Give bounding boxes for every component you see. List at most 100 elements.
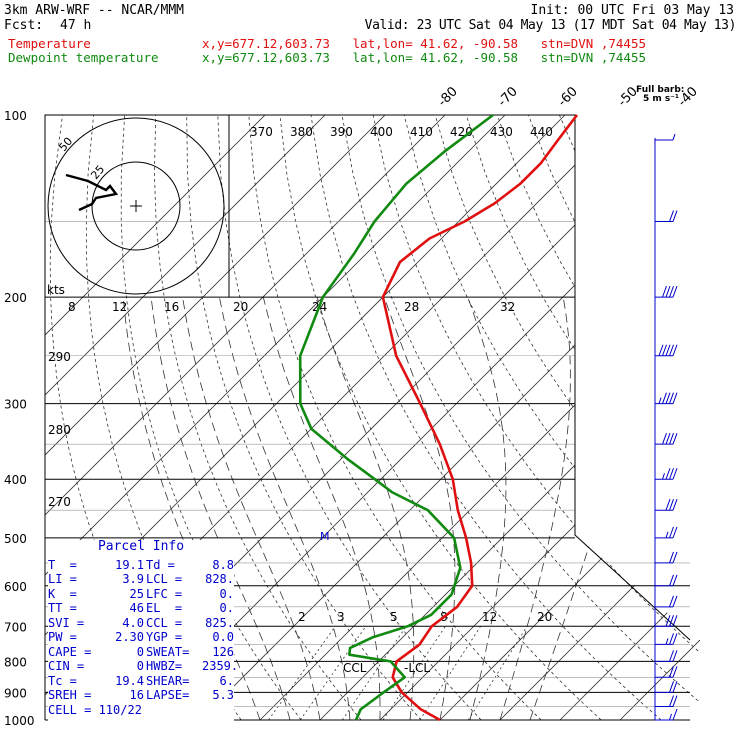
parcel-label: SVI = <box>48 615 85 630</box>
theta-label: 410 <box>410 125 433 139</box>
moist-adiabat-line <box>499 297 571 720</box>
parcel-label: SREH = <box>48 688 92 702</box>
dry-adiabat-line <box>279 115 602 720</box>
forecast-hour: 47 h <box>60 18 92 33</box>
hodograph-ring-inner <box>91 161 181 251</box>
mixing-ratio-line <box>268 626 336 720</box>
parcel-row: T = 19.1 Td = 8.8 <box>48 558 234 573</box>
parcel-value: 19.4 <box>115 673 144 688</box>
annotation-ccl: CCL <box>343 661 367 675</box>
isotherm-line <box>379 115 700 720</box>
parcel-value: 4.0 <box>122 615 144 630</box>
parcel-value: 3.9 <box>122 572 144 586</box>
wind-barb <box>655 468 678 480</box>
dry-adiabat-line <box>652 115 700 720</box>
theta-label: 400 <box>370 125 393 139</box>
moist-adiabat-line <box>219 297 351 720</box>
parcel-label: LFC = <box>146 586 183 601</box>
theta-label: 390 <box>330 125 353 139</box>
parcel-value: 46 <box>129 601 144 615</box>
parcel-row: SVI = 4.0 CCL = 825. <box>48 616 234 631</box>
parcel-value: 0.0 <box>212 630 234 644</box>
mixing-ratio-label: 5 <box>390 610 398 624</box>
mixing-ratio-line <box>299 626 367 720</box>
barb-note-line1: Full barb: <box>636 85 685 95</box>
parcel-label: SWEAT= <box>146 644 190 659</box>
wind-barb <box>655 285 678 298</box>
wind-barb <box>655 615 678 627</box>
wind-barb <box>655 695 678 708</box>
parcel-cell: CELL = 110/22 <box>48 702 142 717</box>
chart-frame <box>44 114 691 720</box>
pressure-label: 700 <box>4 620 27 634</box>
parcel-value: 2.30 <box>115 630 144 644</box>
wind-barb <box>655 681 678 693</box>
dewpoint-location: x,y=677.12,603.73 lat,lon= 41.62, -90.58… <box>202 50 647 65</box>
parcel-value: 828. <box>205 572 234 586</box>
isotherm-line <box>259 115 700 720</box>
parcel-row: Tc = 19.4 SHEAR= 6. <box>48 674 234 689</box>
pressure-label: 100 <box>4 109 27 123</box>
parcel-label: Td = <box>146 557 175 572</box>
temperature-legend: Temperature <box>8 36 91 51</box>
dry-adiabat-line <box>683 115 700 720</box>
dry-adiabat-line <box>465 115 700 720</box>
init-time: Init: 00 UTC Fri 03 May 13 <box>530 3 735 18</box>
isotherm-label: -40 <box>675 84 701 110</box>
wind-barb <box>655 210 678 223</box>
wind-barb <box>655 499 678 511</box>
moist-adiabat-line <box>262 297 381 720</box>
parcel-label: K = <box>48 586 77 601</box>
wind-barb <box>655 551 678 564</box>
wind-barb <box>655 344 678 357</box>
parcel-value: 0. <box>219 586 234 601</box>
pressure-label: 300 <box>4 398 27 412</box>
parcel-label: TT = <box>48 601 77 615</box>
wind-barb <box>655 133 676 141</box>
moist-adiabat-line <box>467 296 507 720</box>
parcel-label: LI = <box>48 572 77 586</box>
parcel-value: 0. <box>219 601 234 615</box>
wind-barb <box>655 708 678 721</box>
isotherm-label: -60 <box>555 84 581 110</box>
wind-barb <box>655 526 678 539</box>
parcel-value: 25 <box>129 586 144 601</box>
theta-side-label: 270 <box>48 495 71 509</box>
parcel-value: 2359. <box>202 659 239 673</box>
isotherm-line <box>45 115 446 720</box>
parcel-value: 19.1 <box>115 557 144 572</box>
wind-barb <box>655 432 678 445</box>
parcel-row: TT = 46 EL = 0. <box>48 601 234 616</box>
speed-axis-label: 12 <box>112 300 127 314</box>
mixing-ratio-line <box>382 626 446 720</box>
moist-adiabat-line <box>383 296 456 720</box>
hodograph-ring-outer <box>47 117 225 295</box>
parcel-label: LAPSE= <box>146 688 190 702</box>
parcel-label: LCL = <box>146 572 183 586</box>
wind-barb <box>655 666 678 678</box>
hodograph-ring-label: 25 <box>88 163 107 182</box>
moist-adiabat-line <box>529 297 651 720</box>
mixing-ratio-label: 2 <box>298 610 306 624</box>
parcel-label: SHEAR= <box>146 673 190 688</box>
mixing-ratio-label: 3 <box>337 610 345 624</box>
dry-adiabat-line <box>621 115 700 720</box>
dry-adiabat-line <box>559 115 700 720</box>
parcel-label: YGP = <box>146 630 183 644</box>
isotherm-line <box>499 115 700 720</box>
hodograph-unit: kts <box>47 283 65 297</box>
parcel-row: PW = 2.30 YGP = 0.0 <box>48 630 234 645</box>
dewpoint-legend: Dewpoint temperature <box>8 50 159 65</box>
dry-adiabat-line <box>403 115 700 720</box>
parcel-label: CCL = <box>146 615 183 630</box>
mixing-ratio-line <box>419 626 481 720</box>
parcel-label: Tc = <box>48 673 77 688</box>
pressure-label: 900 <box>4 686 27 700</box>
wind-barb <box>655 650 678 662</box>
parcel-label: HWBZ= <box>146 659 183 673</box>
speed-axis-label: 28 <box>404 300 419 314</box>
parcel-value: 825. <box>205 615 234 630</box>
forecast-label: Fcst: <box>4 18 44 33</box>
hodograph-trace <box>65 173 119 212</box>
wind-barb <box>655 392 678 405</box>
